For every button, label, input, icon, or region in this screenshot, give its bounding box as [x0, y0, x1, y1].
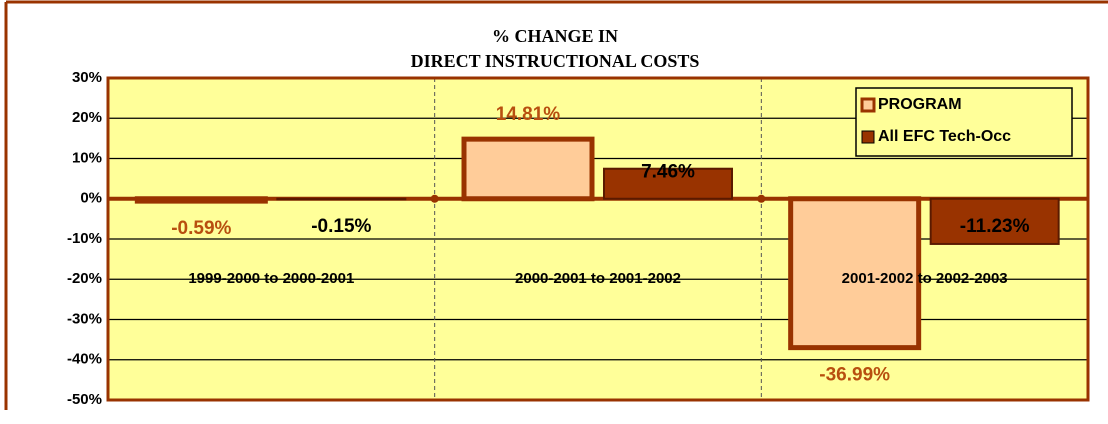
plot-border — [106, 76, 1090, 402]
bar — [929, 197, 1060, 245]
data-label: 7.46% — [641, 162, 695, 183]
chart-title: DIRECT INSTRUCTIONAL COSTS — [411, 51, 700, 71]
bar — [461, 136, 595, 202]
legend-box — [855, 87, 1073, 157]
y-tick-label: 10% — [72, 149, 102, 166]
data-label: 14.81% — [496, 104, 561, 125]
y-tick-label: -30% — [67, 310, 102, 327]
data-label: -0.59% — [171, 218, 231, 239]
data-label: -0.15% — [311, 216, 371, 237]
legend: PROGRAM All EFC Tech-Occ — [855, 87, 1073, 157]
legend-label: PROGRAM — [878, 96, 962, 113]
y-tick-label: -40% — [67, 351, 102, 368]
y-tick-label: -20% — [67, 270, 102, 287]
bar — [276, 197, 407, 201]
data-label: -36.99% — [819, 365, 890, 386]
y-tick-label: 0% — [80, 190, 102, 207]
legend-label: All EFC Tech-Occ — [878, 128, 1011, 145]
chart-title: % CHANGE IN — [492, 26, 618, 46]
category-label: 2001-2002 to 2002-2003 — [842, 270, 1008, 287]
y-tick-label: -10% — [67, 230, 102, 247]
bar — [788, 196, 922, 351]
legend-swatch — [861, 130, 875, 144]
category-label: 1999-2000 to 2000-2001 — [188, 270, 354, 287]
bar — [603, 167, 733, 200]
y-tick-label: 20% — [72, 109, 102, 126]
y-tick-label: -50% — [67, 391, 102, 408]
divider-dot — [430, 194, 439, 203]
bar — [134, 196, 268, 204]
category-label: 2000-2001 to 2001-2002 — [515, 270, 681, 287]
data-label: -11.23% — [960, 216, 1030, 237]
legend-swatch — [860, 97, 876, 113]
divider-dot — [757, 194, 766, 203]
y-tick-label: 30% — [72, 69, 102, 86]
